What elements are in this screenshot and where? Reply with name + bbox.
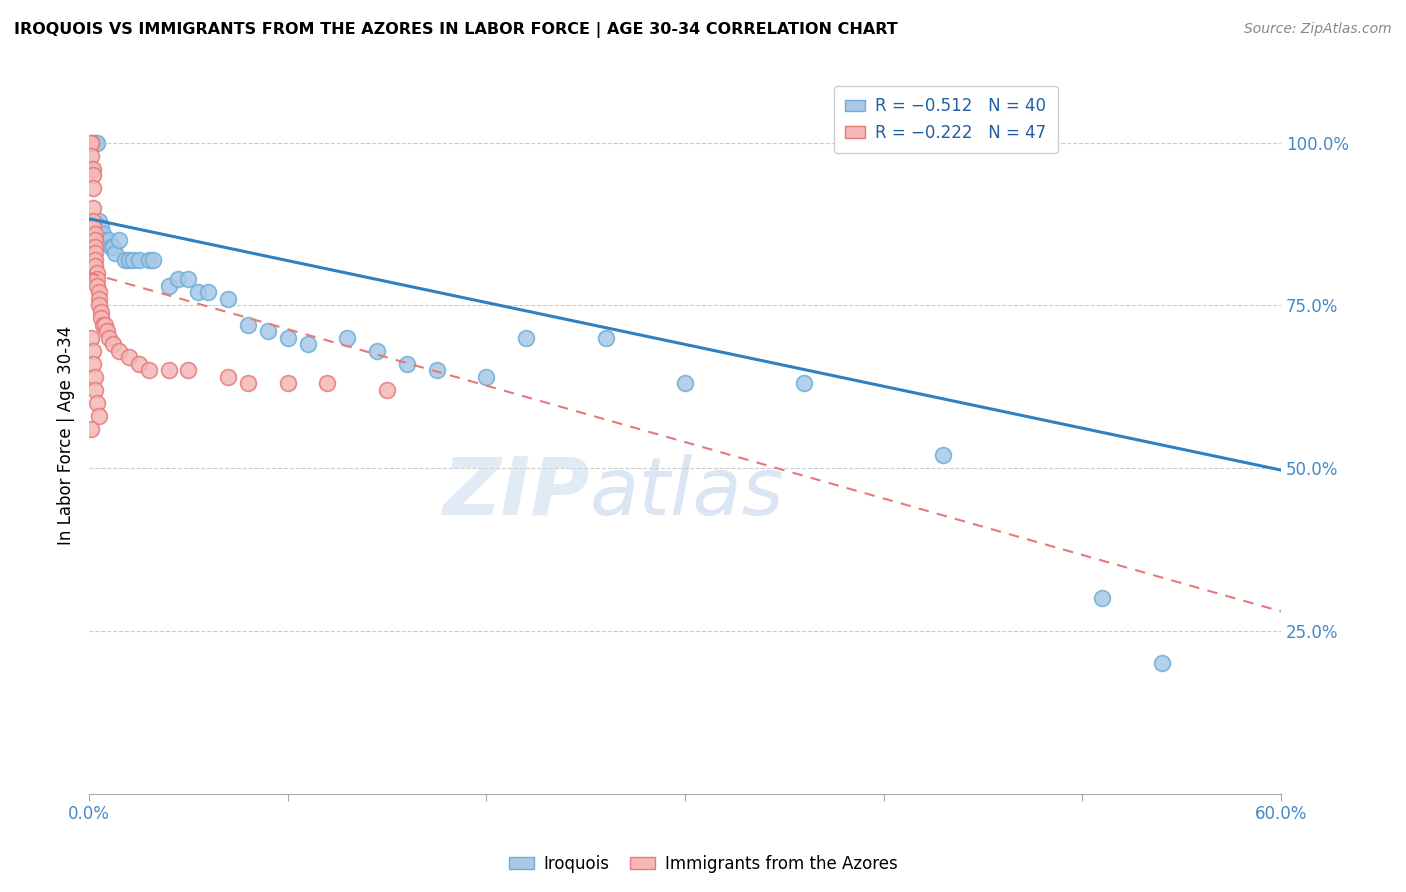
Text: atlas: atlas [589, 454, 785, 532]
Legend: Iroquois, Immigrants from the Azores: Iroquois, Immigrants from the Azores [502, 848, 904, 880]
Point [297, 337, 319, 351]
Point [91, 318, 114, 332]
Point [932, 448, 955, 462]
Point [86, 272, 108, 286]
Point [138, 252, 160, 267]
Point [82, 220, 104, 235]
Point [277, 331, 299, 345]
Point [90, 220, 112, 235]
Point [104, 246, 127, 260]
Point [187, 285, 209, 300]
Point [395, 357, 418, 371]
Point [118, 252, 141, 267]
Point [128, 252, 150, 267]
Point [236, 376, 259, 391]
Point [673, 376, 696, 391]
Point [1150, 657, 1173, 671]
Point [90, 305, 112, 319]
Point [80, 161, 103, 176]
Point [142, 252, 165, 267]
Point [217, 292, 239, 306]
Point [595, 331, 617, 345]
Point [87, 292, 110, 306]
Point [82, 213, 104, 227]
Point [114, 252, 136, 267]
Point [84, 233, 107, 247]
Point [87, 409, 110, 423]
Point [336, 331, 359, 345]
Point [86, 278, 108, 293]
Point [84, 227, 107, 241]
Point [80, 331, 103, 345]
Point [375, 383, 398, 397]
Text: ZIP: ZIP [443, 454, 589, 532]
Point [121, 252, 143, 267]
Point [157, 278, 180, 293]
Text: Source: ZipAtlas.com: Source: ZipAtlas.com [1244, 22, 1392, 37]
Point [90, 311, 112, 326]
Point [86, 396, 108, 410]
Point [84, 260, 107, 274]
Point [80, 422, 103, 436]
Point [84, 240, 107, 254]
Point [177, 363, 200, 377]
Point [87, 285, 110, 300]
Point [82, 161, 104, 176]
Point [80, 136, 103, 150]
Point [236, 318, 259, 332]
Point [82, 201, 104, 215]
Point [475, 370, 498, 384]
Point [128, 357, 150, 371]
Point [94, 318, 117, 332]
Point [100, 240, 122, 254]
Point [84, 246, 107, 260]
Point [157, 363, 180, 377]
Point [86, 266, 108, 280]
Point [101, 240, 124, 254]
Point [1091, 591, 1114, 606]
Point [80, 136, 103, 150]
Legend: R = −0.512   N = 40, R = −0.222   N = 47: R = −0.512 N = 40, R = −0.222 N = 47 [834, 86, 1059, 153]
Text: IROQUOIS VS IMMIGRANTS FROM THE AZORES IN LABOR FORCE | AGE 30-34 CORRELATION CH: IROQUOIS VS IMMIGRANTS FROM THE AZORES I… [14, 22, 898, 38]
Point [197, 285, 219, 300]
Point [217, 370, 239, 384]
Point [84, 370, 107, 384]
Point [366, 343, 388, 358]
Point [118, 351, 141, 365]
Point [277, 376, 299, 391]
Point [167, 272, 190, 286]
Point [84, 252, 107, 267]
Point [138, 363, 160, 377]
Point [80, 148, 103, 162]
Point [257, 324, 280, 338]
Point [515, 331, 537, 345]
Y-axis label: In Labor Force | Age 30-34: In Labor Force | Age 30-34 [58, 326, 75, 545]
Point [82, 181, 104, 195]
Point [96, 324, 118, 338]
Point [94, 233, 117, 247]
Point [91, 227, 114, 241]
Point [793, 376, 815, 391]
Point [84, 383, 107, 397]
Point [86, 136, 108, 150]
Point [177, 272, 200, 286]
Point [84, 136, 107, 150]
Point [316, 376, 339, 391]
Point [87, 298, 110, 312]
Point [82, 357, 104, 371]
Point [108, 233, 131, 247]
Point [426, 363, 449, 377]
Point [97, 233, 120, 247]
Point [101, 337, 124, 351]
Point [82, 168, 104, 182]
Point [87, 213, 110, 227]
Point [97, 331, 120, 345]
Point [108, 343, 131, 358]
Point [82, 343, 104, 358]
